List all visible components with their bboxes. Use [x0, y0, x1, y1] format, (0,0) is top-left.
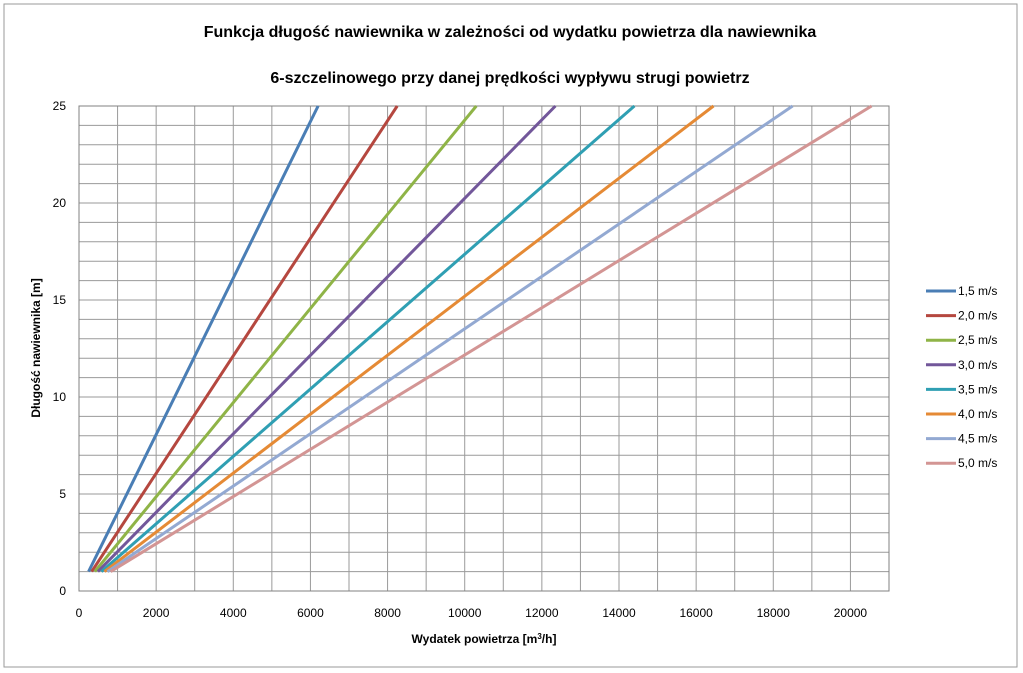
x-axis-title: Wydatek powietrza [m3/h]	[412, 632, 557, 647]
y-tick-label: 20	[53, 196, 67, 210]
legend-label: 3,0 m/s	[958, 358, 997, 372]
legend-label: 1,5 m/s	[958, 284, 997, 298]
legend-label: 4,0 m/s	[958, 407, 997, 421]
x-tick-label: 20000	[834, 606, 868, 620]
x-axis-title-end: /h]	[542, 632, 557, 646]
x-tick-label: 16000	[679, 606, 713, 620]
y-axis-ticks: 0 5 10 15 20 25	[53, 99, 67, 598]
y-tick-label: 10	[53, 390, 67, 404]
y-tick-label: 25	[53, 99, 67, 113]
x-tick-label: 2000	[143, 606, 170, 620]
x-axis-title-main: Wydatek powietrza [m	[412, 632, 538, 646]
y-axis-title: Długość nawiewnika [m]	[29, 278, 43, 417]
legend-label: 2,5 m/s	[958, 333, 997, 347]
x-tick-label: 4000	[220, 606, 247, 620]
y-tick-label: 5	[59, 487, 66, 501]
x-tick-label: 14000	[602, 606, 636, 620]
chart-border	[3, 3, 1018, 668]
series-line-4	[96, 104, 557, 573]
x-tick-label: 0	[76, 606, 83, 620]
series-line-6	[103, 104, 715, 573]
legend-label: 3,5 m/s	[958, 382, 997, 396]
y-tick-label: 15	[53, 293, 67, 307]
x-tick-label: 6000	[297, 606, 324, 620]
legend-label: 4,5 m/s	[958, 432, 997, 446]
x-axis-ticks: 0 2000 4000 6000 8000 10000 12000 14000 16000 180…	[76, 606, 868, 620]
chart-title-line1: Funkcja długość nawiewnika w zależności …	[204, 24, 817, 41]
legend-label: 5,0 m/s	[958, 456, 997, 470]
series-lines	[87, 104, 873, 573]
series-line-3	[93, 105, 478, 573]
x-tick-label: 18000	[757, 606, 791, 620]
legend-label: 2,0 m/s	[958, 309, 997, 323]
x-tick-label: 8000	[374, 606, 401, 620]
legend: 1,5 m/s 2,0 m/s 2,5 m/s 3,0 m/s 3,5 m/s 4,0 m…	[926, 284, 997, 470]
series-line-7	[106, 104, 794, 573]
x-tick-label: 10000	[448, 606, 482, 620]
series-line-5	[100, 104, 636, 573]
series-line-8	[109, 104, 873, 573]
x-axis-title-sup: 3	[537, 632, 542, 641]
y-tick-label: 0	[59, 584, 66, 598]
chart-title-line2: 6-szczelinowego przy danej prędkości wyp…	[270, 70, 749, 87]
x-tick-label: 12000	[525, 606, 559, 620]
series-line-2	[90, 105, 399, 573]
plot-area-border	[78, 105, 890, 592]
series-line-1	[87, 105, 320, 573]
